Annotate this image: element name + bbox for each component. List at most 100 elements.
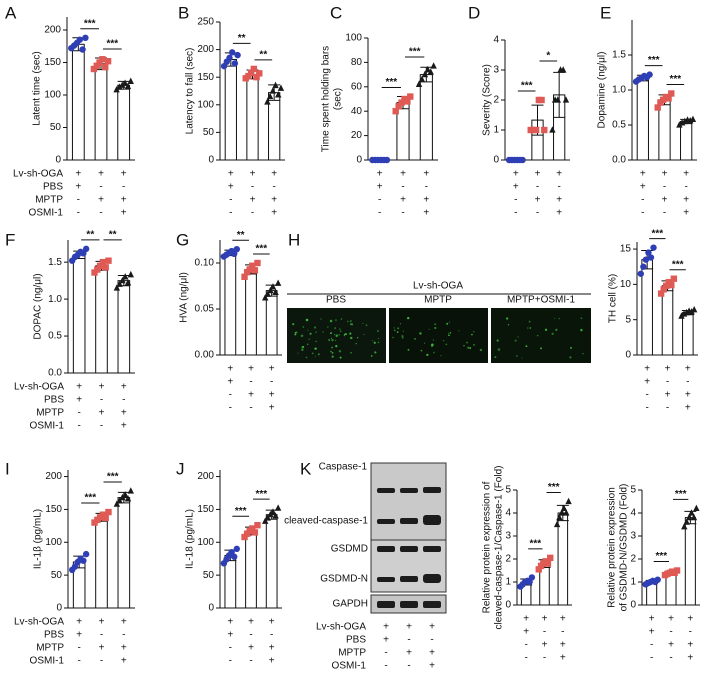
data-point [407, 93, 414, 100]
data-point [119, 81, 126, 88]
blot-membrane [370, 462, 447, 541]
significance-label: *** [675, 489, 687, 500]
data-point [398, 99, 405, 106]
condition-sign: + [406, 622, 412, 633]
data-point [262, 517, 269, 524]
data-point [247, 69, 255, 76]
y-tick-label: 0 [493, 155, 499, 166]
data-point [685, 513, 693, 521]
condition-sign: + [250, 169, 256, 180]
condition-sign: - [378, 195, 381, 206]
condition-sign: + [429, 648, 435, 659]
data-point [241, 273, 248, 280]
condition-label: OSMI-1 [30, 656, 65, 667]
data-point [645, 249, 652, 256]
micrograph [491, 308, 591, 363]
data-point [519, 156, 526, 164]
significance-label: *** [672, 259, 684, 270]
condition-sign: - [100, 395, 103, 406]
data-point [650, 244, 657, 251]
condition-sign: + [560, 614, 566, 625]
chart: J 0 50 100 150 200 IL-18 (pg/mL) *** *** [176, 459, 282, 614]
condition-sign: + [271, 208, 277, 219]
condition-sign: - [543, 627, 546, 638]
significance-label: *** [521, 81, 533, 92]
condition-sign: + [640, 169, 646, 180]
data-point [241, 533, 248, 541]
y-tick-label: 200 [197, 44, 214, 55]
condition-label: PBS [346, 635, 366, 646]
condition-sign: + [685, 390, 691, 401]
significance-label: *** [255, 244, 267, 255]
data-point [544, 560, 552, 567]
condition-sign: - [249, 630, 252, 641]
blot-label: GSDMD [331, 544, 368, 555]
panel-letter: G [176, 230, 189, 249]
data-point [249, 262, 256, 269]
condition-sign: + [687, 653, 693, 664]
condition-sign: + [98, 195, 104, 206]
condition-sign: - [122, 630, 125, 641]
condition-sign: + [269, 403, 275, 414]
data-point [532, 126, 540, 134]
data-point [231, 553, 238, 560]
data-point [272, 512, 279, 519]
y-tick-label: 5 [505, 485, 511, 496]
condition-label: MPTP [36, 408, 64, 419]
data-point [113, 284, 121, 291]
condition-sign: + [99, 382, 105, 393]
data-point [528, 574, 536, 581]
y-tick-label: 1 [493, 125, 499, 136]
data-point [124, 279, 132, 286]
condition-sign: - [272, 182, 275, 193]
data-point [693, 504, 700, 511]
y-tick-label: 1.0 [48, 294, 62, 305]
y-axis-label: Dopamine (ng/μl) [597, 52, 608, 129]
condition-sign: - [641, 208, 644, 219]
condition-sign: + [121, 208, 127, 219]
panel-letter: B [178, 3, 189, 22]
bar [245, 268, 257, 356]
chart: 0 5 10 15 TH cell (%) *** *** [608, 228, 698, 361]
y-tick-label: 5 [630, 485, 636, 496]
data-point [102, 514, 109, 522]
data-point [127, 487, 135, 494]
blot-label: GAPDH [332, 599, 368, 610]
condition-sign: + [269, 643, 275, 654]
data-point [272, 288, 279, 296]
condition-sign: - [425, 182, 428, 193]
bar [95, 516, 108, 609]
significance-label: *** [648, 55, 660, 66]
condition-label: MPTP [338, 648, 366, 659]
condition-sign: - [401, 182, 404, 193]
data-point [663, 282, 670, 289]
condition-sign: + [383, 635, 389, 646]
condition-sign: + [406, 648, 412, 659]
micrograph-group: Lv-sh-OGA [413, 281, 463, 292]
y-tick-label: 0.5 [48, 331, 62, 342]
condition-sign: + [429, 661, 435, 672]
micrograph-label: PBS [326, 295, 346, 306]
data-point [251, 267, 259, 274]
data-point [563, 509, 570, 516]
data-point [558, 509, 565, 516]
panel-letter: K [300, 459, 312, 478]
data-point [245, 72, 252, 80]
condition-sign: - [77, 656, 80, 667]
data-point [690, 306, 698, 313]
data-point [553, 520, 561, 528]
y-tick-label: 150 [197, 504, 214, 515]
y-tick-label: 100 [345, 33, 362, 44]
condition-sign: - [229, 208, 232, 219]
condition-sign: + [423, 208, 429, 219]
chart: B 0 50 100 150 200 250 Latency to fall (sec) ** *… [178, 3, 285, 166]
data-point [421, 70, 429, 78]
data-point [249, 525, 256, 532]
condition-sign: + [668, 614, 674, 625]
condition-sign: + [535, 195, 541, 206]
condition-sign: - [536, 182, 539, 193]
significance-label: *** [107, 472, 119, 483]
data-point [383, 156, 391, 164]
panel-letter: C [330, 3, 342, 22]
condition-sign: + [662, 169, 668, 180]
